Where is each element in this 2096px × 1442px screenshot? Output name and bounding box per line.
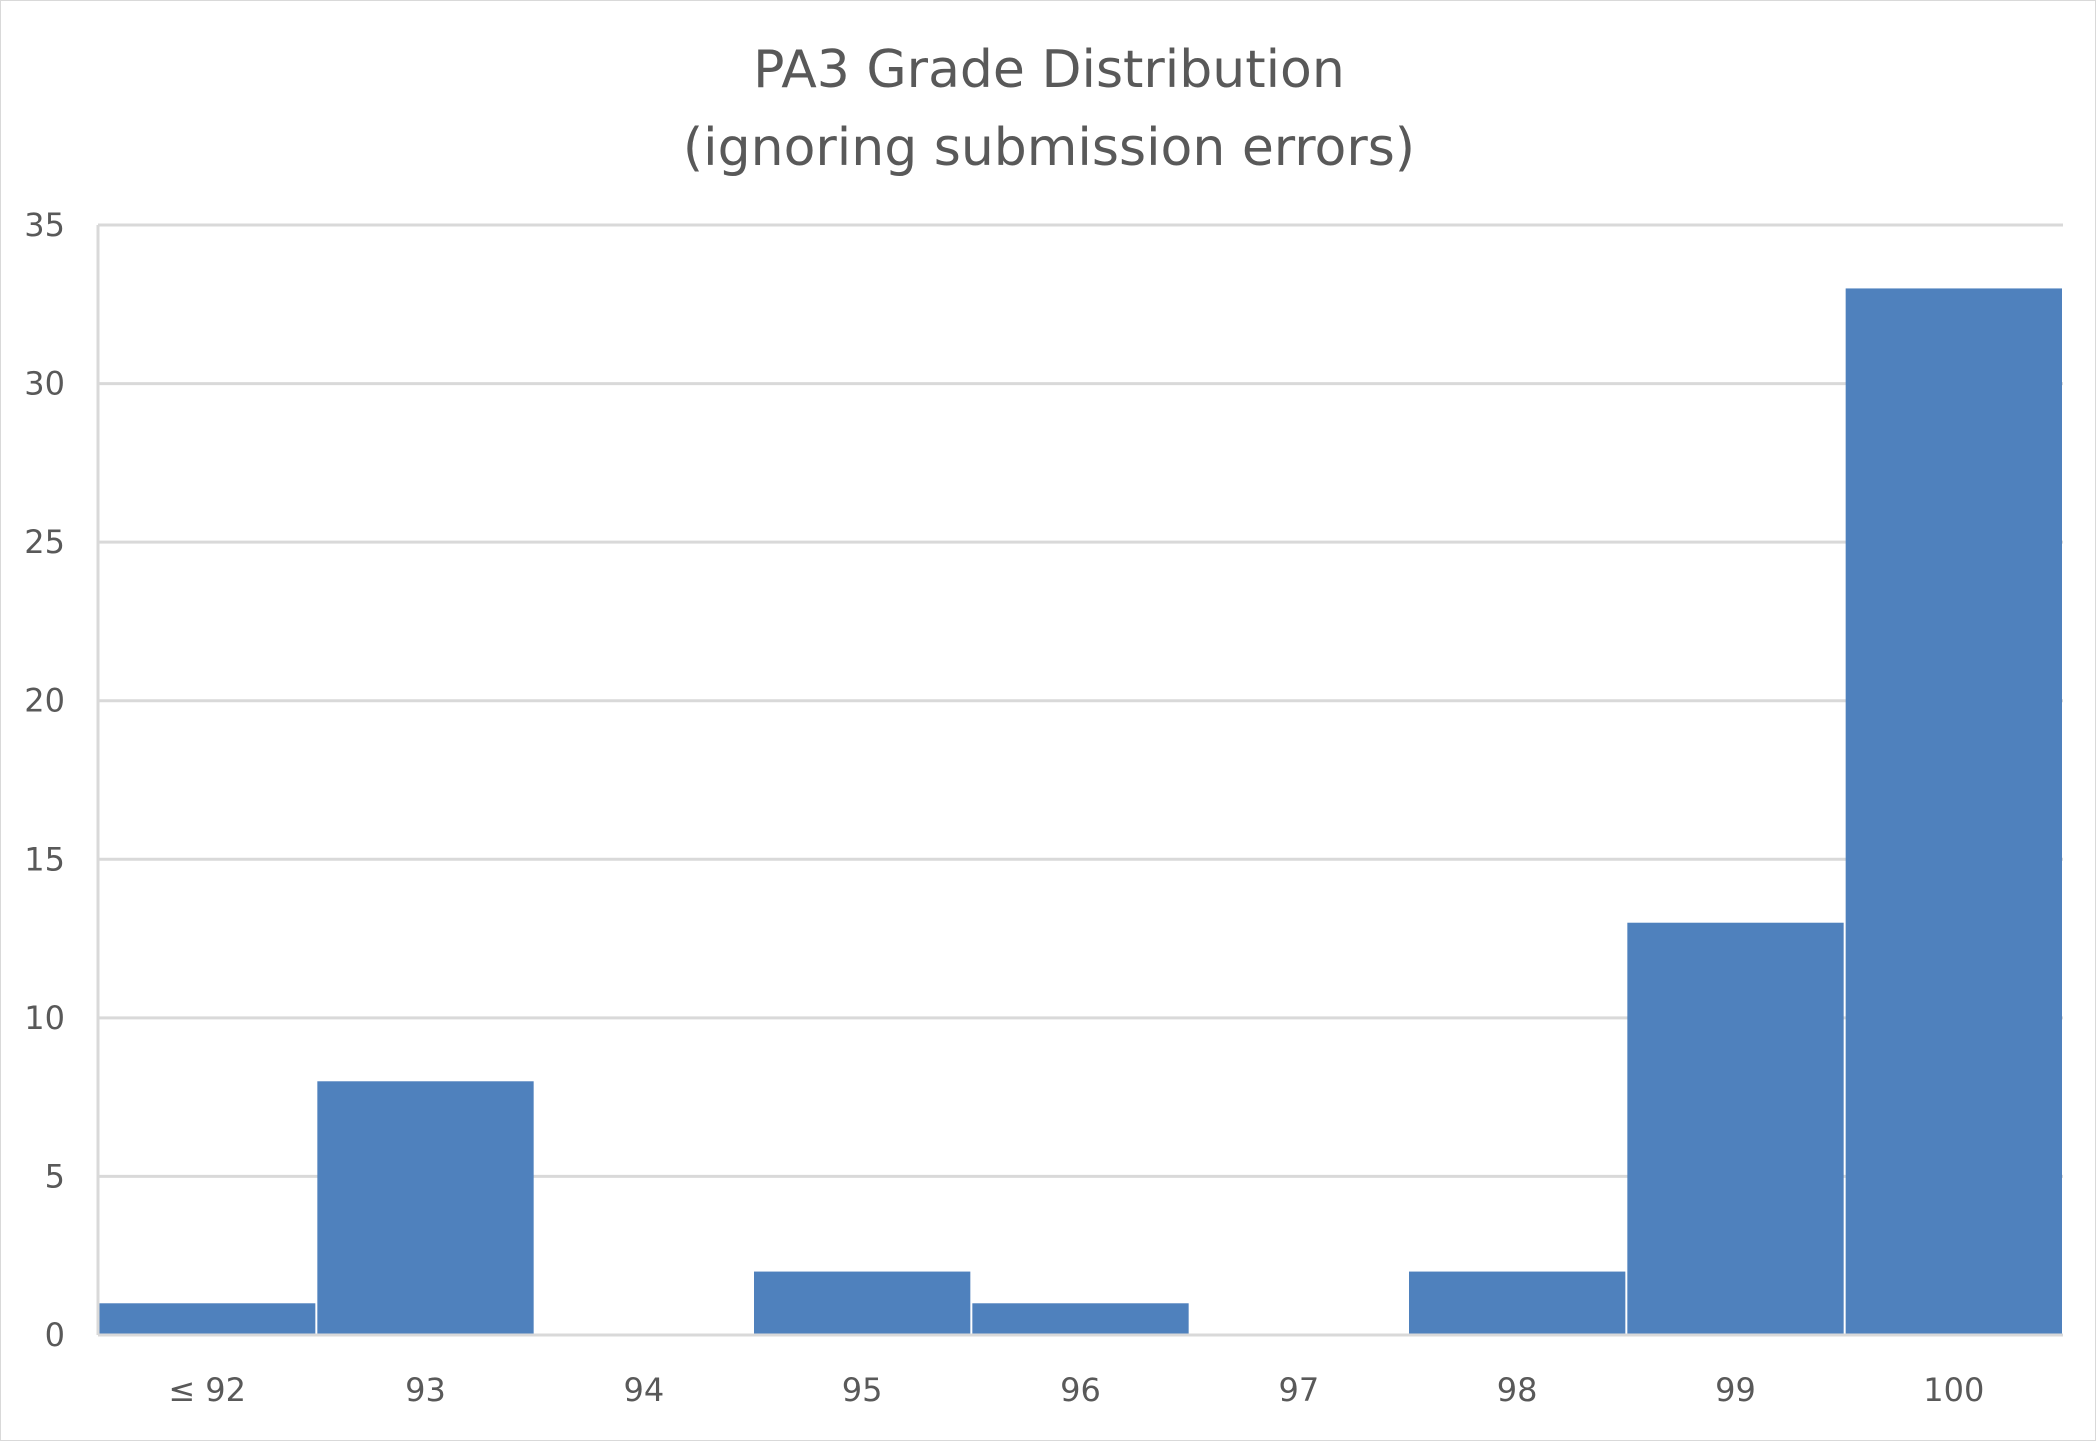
bar-0 (99, 1303, 316, 1335)
chart-title-block: PA3 Grade Distribution (ignoring submiss… (1, 31, 2096, 187)
x-tick-label-6: 98 (1497, 1371, 1538, 1409)
axes (96, 225, 2063, 1337)
bar-3 (754, 1271, 971, 1335)
y-tick-label-10: 10 (24, 999, 65, 1037)
y-tick-label-30: 30 (24, 365, 65, 403)
chart-title: PA3 Grade Distribution (753, 40, 1345, 100)
x-tick-label-5: 97 (1278, 1371, 1319, 1409)
y-tick-label-15: 15 (24, 840, 65, 878)
x-tick-label-1: 93 (405, 1371, 446, 1409)
x-tick-labels: ≤ 92 93 94 95 96 97 98 99 100 (168, 1371, 1984, 1409)
x-tick-label-8: 100 (1923, 1371, 1984, 1409)
x-tick-label-3: 95 (842, 1371, 883, 1409)
chart-subtitle: (ignoring submission errors) (682, 118, 1416, 178)
bar-7 (1627, 922, 1844, 1335)
x-tick-label-0: ≤ 92 (168, 1371, 246, 1409)
bar-6 (1409, 1271, 1626, 1335)
y-tick-label-25: 25 (24, 523, 65, 561)
bars (99, 288, 2062, 1335)
bar-1 (317, 1081, 534, 1335)
y-tick-label-20: 20 (24, 682, 65, 720)
x-tick-label-2: 94 (623, 1371, 664, 1409)
bar-4 (972, 1303, 1189, 1335)
x-tick-label-4: 96 (1060, 1371, 1101, 1409)
x-tick-label-7: 99 (1715, 1371, 1756, 1409)
y-tick-labels: 0 5 10 15 20 25 30 35 (24, 206, 65, 1354)
y-tick-label-35: 35 (24, 206, 65, 244)
bar-8 (1845, 288, 2062, 1335)
y-tick-label-5: 5 (45, 1157, 65, 1195)
y-tick-label-0: 0 (45, 1316, 65, 1354)
